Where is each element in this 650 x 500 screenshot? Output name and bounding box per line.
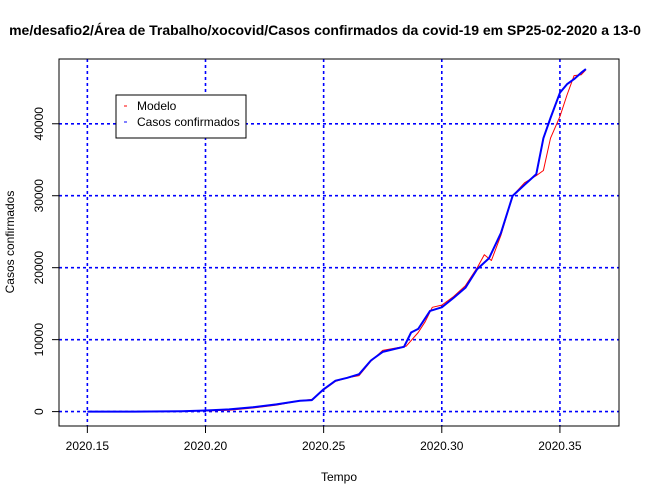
chart-title: me/desafio2/Área de Trabalho/xocovid/Cas…	[9, 22, 641, 38]
x-axis-label: Tempo	[321, 470, 357, 484]
y-tick-label: 0	[32, 408, 46, 415]
x-tick-label: 2020.35	[538, 439, 582, 453]
legend-entry: Casos confirmados	[137, 115, 240, 129]
y-axis-label: Casos confirmados	[3, 191, 17, 294]
series-line	[87, 68, 587, 413]
x-tick-label: 2020.25	[302, 439, 346, 453]
legend: Modelo Casos confirmados	[115, 94, 247, 139]
y-axis: 0 10000 20000 30000 40000	[32, 107, 59, 415]
x-axis: 2020.15 2020.20 2020.25 2020.30 2020.35	[66, 426, 582, 453]
x-tick-label: 2020.15	[66, 439, 110, 453]
y-tick-label: 10000	[32, 323, 46, 357]
x-tick-label: 2020.20	[184, 439, 228, 453]
x-tick-label: 2020.30	[420, 439, 464, 453]
plot-frame	[58, 58, 620, 427]
legend-box	[115, 94, 247, 139]
y-tick-label: 40000	[32, 107, 46, 141]
y-tick-label: 20000	[32, 251, 46, 285]
legend-entry: Modelo	[137, 99, 177, 113]
series-lines	[87, 68, 587, 413]
y-tick-label: 30000	[32, 179, 46, 213]
